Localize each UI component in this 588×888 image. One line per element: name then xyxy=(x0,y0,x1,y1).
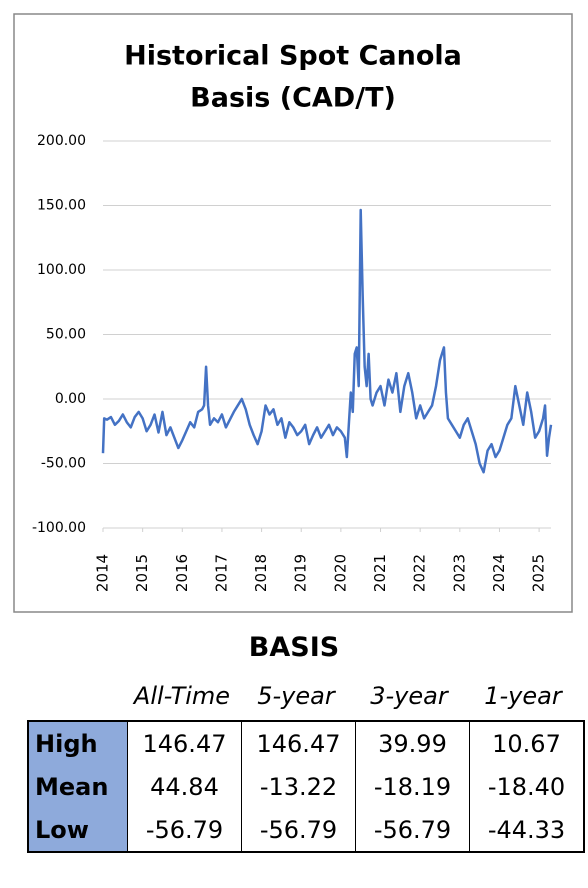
basis-table: High 146.47 146.47 39.99 10.67 Mean 44.84 -13.2… xyxy=(27,720,585,853)
column-header: 1-year xyxy=(484,682,562,710)
cell: -18.19 xyxy=(355,765,470,808)
column-header: All-Time xyxy=(133,682,231,710)
column-header: 3-year xyxy=(370,682,448,710)
cell: -56.79 xyxy=(355,808,470,852)
chart: Historical Spot Canola Basis (CAD/T) -10… xyxy=(13,13,573,613)
chart-title: Historical Spot Canola xyxy=(124,41,462,72)
cell: -44.33 xyxy=(469,808,584,852)
x-tick-label: 2021 xyxy=(371,554,389,592)
y-tick-label: 150.00 xyxy=(37,198,86,214)
y-tick-label: -50.00 xyxy=(41,456,86,472)
table-row: Mean 44.84 -13.22 -18.19 -18.40 xyxy=(28,765,584,808)
cell: -56.79 xyxy=(127,808,242,852)
x-tick-label: 2020 xyxy=(331,554,349,592)
column-header: 5-year xyxy=(257,682,335,710)
table-row: High 146.47 146.47 39.99 10.67 xyxy=(28,721,584,765)
cell: -56.79 xyxy=(241,808,356,852)
table-title: BASIS xyxy=(248,632,340,663)
chart-title: Basis (CAD/T) xyxy=(190,83,396,114)
table-row: Low -56.79 -56.79 -56.79 -44.33 xyxy=(28,808,584,852)
y-tick-label: -100.00 xyxy=(32,520,86,536)
y-tick-label: 100.00 xyxy=(37,262,86,278)
cell: -13.22 xyxy=(241,765,356,808)
series-line xyxy=(101,208,553,474)
x-tick-label: 2022 xyxy=(411,554,429,592)
x-tick-label: 2018 xyxy=(252,554,270,592)
y-tick-label: 200.00 xyxy=(37,133,86,149)
x-tick-label: 2015 xyxy=(133,554,151,592)
row-label: Low xyxy=(28,808,128,852)
x-tick-label: 2024 xyxy=(490,554,508,592)
cell: 44.84 xyxy=(127,765,242,808)
cell: 146.47 xyxy=(241,721,356,765)
y-tick-label: 0.00 xyxy=(55,391,86,407)
chart-frame xyxy=(13,13,573,613)
row-label: High xyxy=(28,721,128,765)
x-tick-label: 2017 xyxy=(212,554,230,592)
cell: 146.47 xyxy=(127,721,242,765)
x-tick-label: 2025 xyxy=(530,554,548,592)
x-tick-label: 2023 xyxy=(450,554,468,592)
cell: 39.99 xyxy=(355,721,470,765)
x-tick-label: 2019 xyxy=(292,554,310,592)
x-tick-label: 2016 xyxy=(173,554,191,592)
y-tick-label: 50.00 xyxy=(46,327,86,343)
cell: 10.67 xyxy=(469,721,584,765)
cell: -18.40 xyxy=(469,765,584,808)
row-label: Mean xyxy=(28,765,128,808)
x-tick-label: 2014 xyxy=(94,554,112,592)
